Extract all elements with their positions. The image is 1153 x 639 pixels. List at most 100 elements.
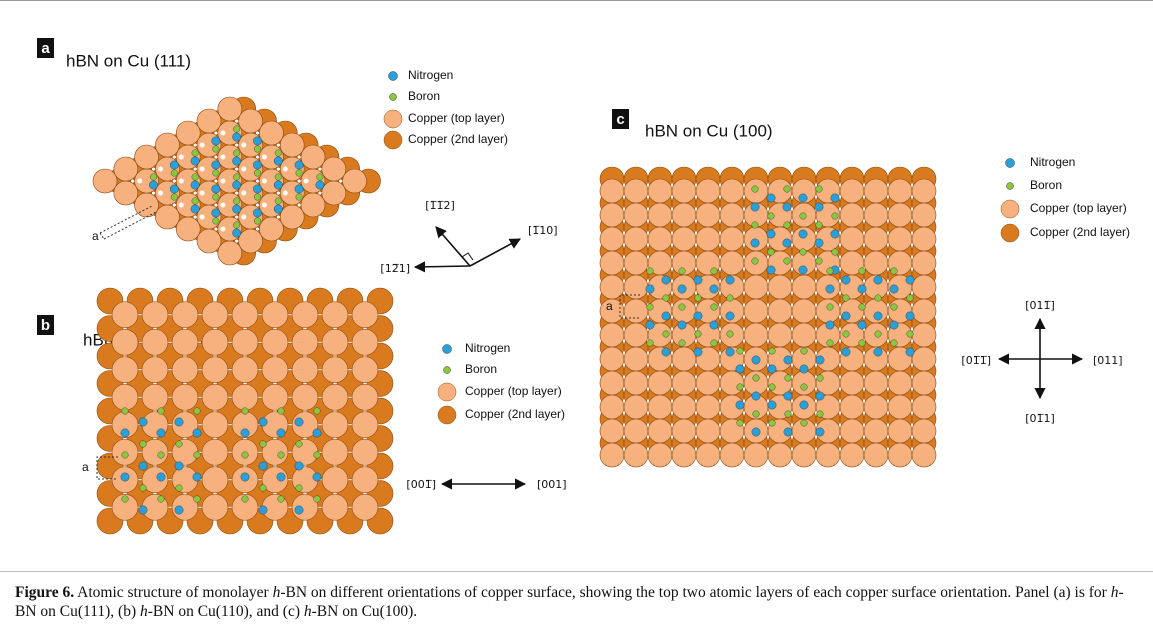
boron (801, 384, 808, 391)
copper-top (600, 443, 624, 467)
nitrogen (874, 312, 882, 320)
nitrogen (726, 312, 734, 320)
boron (194, 408, 201, 415)
copper-top (840, 203, 864, 227)
copper-top (600, 251, 624, 275)
boron (278, 496, 285, 503)
copper-top (864, 443, 888, 467)
nitrogen (858, 321, 866, 329)
nitrogen (815, 239, 823, 247)
boron (800, 249, 807, 256)
nitrogen (890, 321, 898, 329)
boron (737, 348, 744, 355)
copper-top (322, 467, 348, 493)
boron (663, 331, 670, 338)
copper-top (352, 329, 378, 355)
nitrogen (662, 348, 670, 356)
copper-top (280, 205, 304, 229)
boron (140, 441, 147, 448)
nitrogen (906, 312, 914, 320)
hollow-site (200, 191, 205, 196)
copper-top (888, 203, 912, 227)
copper-top (912, 179, 936, 203)
copper-top (648, 227, 672, 251)
hollow-site (220, 155, 225, 160)
copper-top (197, 229, 221, 253)
boron (737, 384, 744, 391)
boron (817, 375, 824, 382)
boron (711, 340, 718, 347)
copper-top (142, 302, 168, 328)
boron (233, 150, 240, 157)
copper-top (864, 251, 888, 275)
nitrogen (799, 230, 807, 238)
copper-top (114, 181, 138, 205)
nitrogen (784, 356, 792, 364)
boron (158, 408, 165, 415)
boron (194, 452, 201, 459)
nitrogen (816, 428, 824, 436)
nitrogen (678, 321, 686, 329)
nitrogen (241, 473, 249, 481)
copper-top (696, 371, 720, 395)
nitrogen (694, 276, 702, 284)
hollow-site (241, 215, 246, 220)
copper-top (262, 384, 288, 410)
direction-label: [1̅10] (528, 224, 558, 237)
copper-top (112, 329, 138, 355)
copper-top (352, 412, 378, 438)
boron (314, 496, 321, 503)
copper-top (292, 357, 318, 383)
copper-top (648, 203, 672, 227)
copper-top (696, 179, 720, 203)
legend-label: Copper (2nd layer) (465, 407, 565, 421)
boron (752, 222, 759, 229)
nitrogen (874, 276, 882, 284)
legend-label: Copper (top layer) (465, 384, 562, 398)
boron (695, 295, 702, 302)
nitrogen (710, 285, 718, 293)
copper-top (912, 275, 936, 299)
copper-top (888, 443, 912, 467)
direction-label: [001] (537, 478, 567, 491)
boron (278, 452, 285, 459)
nitrogen (139, 418, 147, 426)
boron (827, 340, 834, 347)
copper-top (232, 302, 258, 328)
legend-swatch (1001, 224, 1019, 242)
boron (254, 146, 261, 153)
copper-top (624, 323, 648, 347)
boron (314, 452, 321, 459)
boron (859, 304, 866, 311)
nitrogen (175, 506, 183, 514)
boron (260, 485, 267, 492)
boron (233, 198, 240, 205)
copper-top (352, 384, 378, 410)
legend-label: Nitrogen (408, 68, 453, 82)
nitrogen (768, 365, 776, 373)
copper-top (202, 357, 228, 383)
copper-top (600, 227, 624, 251)
copper-top (696, 227, 720, 251)
copper-top (624, 203, 648, 227)
copper-top (864, 203, 888, 227)
panel-label: c (616, 111, 624, 128)
copper-top (202, 439, 228, 465)
hollow-site (179, 155, 184, 160)
copper-top (840, 371, 864, 395)
copper-top (864, 395, 888, 419)
hollow-site (179, 203, 184, 208)
boron (296, 194, 303, 201)
nitrogen (121, 473, 129, 481)
copper-top (912, 251, 936, 275)
copper-top (888, 179, 912, 203)
copper-top (696, 203, 720, 227)
boron (296, 485, 303, 492)
copper-top (864, 179, 888, 203)
nitrogen (157, 473, 165, 481)
copper-top (792, 443, 816, 467)
legend-swatch (384, 110, 402, 128)
copper-top (672, 179, 696, 203)
nitrogen (295, 418, 303, 426)
boron (784, 258, 791, 265)
